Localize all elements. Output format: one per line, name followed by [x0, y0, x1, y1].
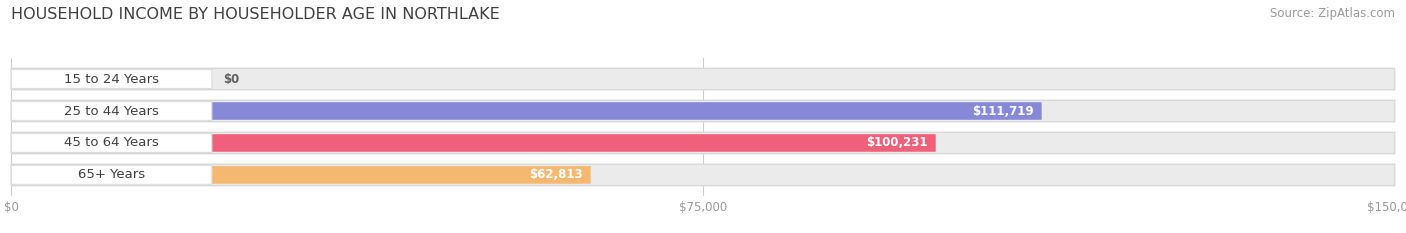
Text: Source: ZipAtlas.com: Source: ZipAtlas.com: [1270, 7, 1395, 20]
Text: 25 to 44 Years: 25 to 44 Years: [65, 104, 159, 117]
FancyBboxPatch shape: [11, 166, 591, 184]
FancyBboxPatch shape: [11, 134, 212, 152]
Text: 65+ Years: 65+ Years: [77, 168, 145, 182]
FancyBboxPatch shape: [11, 70, 212, 89]
FancyBboxPatch shape: [11, 132, 1395, 154]
FancyBboxPatch shape: [11, 102, 1042, 120]
FancyBboxPatch shape: [11, 134, 936, 152]
Text: 15 to 24 Years: 15 to 24 Years: [65, 72, 159, 86]
Text: $111,719: $111,719: [972, 104, 1033, 117]
FancyBboxPatch shape: [11, 165, 212, 184]
Text: $0: $0: [224, 72, 239, 86]
Text: HOUSEHOLD INCOME BY HOUSEHOLDER AGE IN NORTHLAKE: HOUSEHOLD INCOME BY HOUSEHOLDER AGE IN N…: [11, 7, 501, 22]
Text: $62,813: $62,813: [529, 168, 582, 182]
FancyBboxPatch shape: [11, 68, 1395, 90]
FancyBboxPatch shape: [11, 164, 1395, 186]
Text: $100,231: $100,231: [866, 137, 928, 150]
FancyBboxPatch shape: [11, 102, 212, 120]
Text: 45 to 64 Years: 45 to 64 Years: [65, 137, 159, 150]
FancyBboxPatch shape: [11, 100, 1395, 122]
